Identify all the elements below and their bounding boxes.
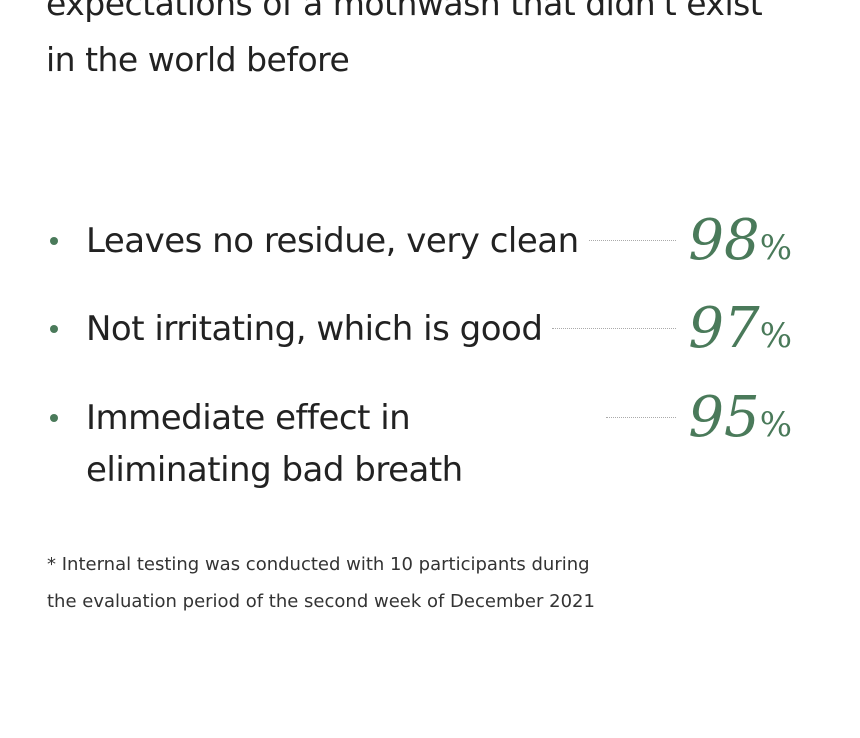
result-label: Immediate effect in eliminating bad brea…	[86, 398, 463, 490]
bullet	[50, 325, 58, 333]
leader-dots	[588, 240, 677, 241]
result-label: Not irritating, which is good	[86, 309, 543, 349]
footnote-line: * Internal testing was conducted with 10…	[47, 554, 590, 575]
result-row: Leaves no residue, very clean 98%	[46, 213, 792, 274]
result-row: Immediate effect in eliminating bad brea…	[46, 390, 792, 496]
percent-unit: %	[759, 405, 792, 445]
heading-line: in the world before	[46, 40, 350, 79]
bullet	[50, 237, 58, 245]
result-label: Leaves no residue, very clean	[86, 221, 579, 261]
leader-dots	[552, 328, 677, 329]
heading-line: expectations of a mothwash that didn't e…	[46, 0, 763, 23]
footnote: * Internal testing was conducted with 10…	[47, 546, 595, 620]
result-percent: 95%	[688, 390, 792, 451]
percent-value: 98	[688, 208, 760, 273]
bullet	[50, 414, 58, 422]
result-percent: 98%	[688, 213, 792, 274]
footnote-line: the evaluation period of the second week…	[47, 591, 595, 612]
result-row: Not irritating, which is good 97%	[46, 301, 792, 362]
heading: expectations of a mothwash that didn't e…	[46, 0, 763, 88]
percent-value: 97	[688, 296, 760, 361]
percent-value: 95	[688, 385, 760, 450]
percent-unit: %	[759, 316, 792, 356]
percent-unit: %	[759, 228, 792, 268]
result-percent: 97%	[688, 301, 792, 362]
leader-dots	[606, 417, 677, 418]
